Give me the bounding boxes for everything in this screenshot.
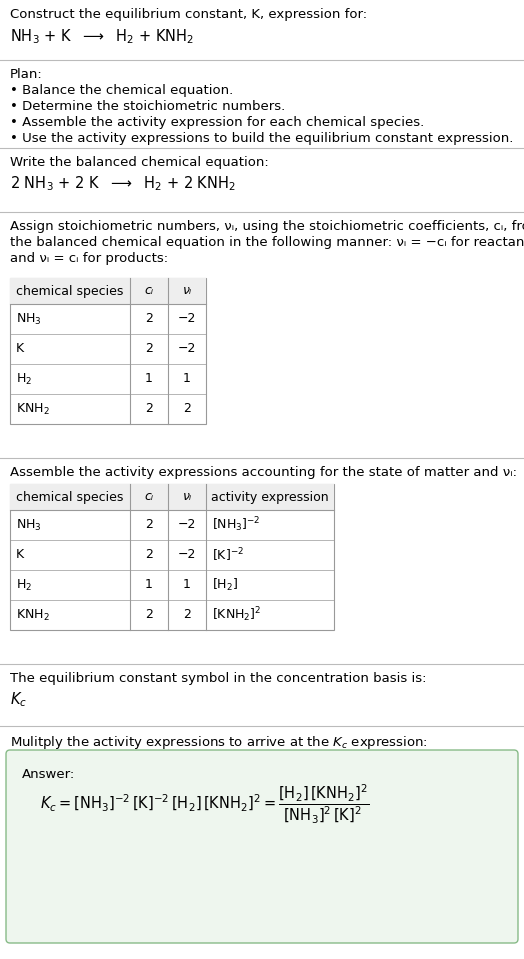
Text: the balanced chemical equation in the following manner: νᵢ = −cᵢ for reactants: the balanced chemical equation in the fo… xyxy=(10,236,524,249)
Text: activity expression: activity expression xyxy=(211,490,329,503)
Text: 2: 2 xyxy=(145,609,153,621)
Text: • Use the activity expressions to build the equilibrium constant expression.: • Use the activity expressions to build … xyxy=(10,132,514,145)
Text: 1: 1 xyxy=(183,372,191,386)
Bar xyxy=(10,278,206,304)
Text: −2: −2 xyxy=(178,549,196,562)
Text: 2 $\mathregular{NH_3}$ + 2 K  $\longrightarrow$  $\mathregular{H_2}$ + 2 $\mathr: 2 $\mathregular{NH_3}$ + 2 K $\longright… xyxy=(10,174,236,193)
Text: cᵢ: cᵢ xyxy=(145,285,154,297)
Text: $\mathregular{NH_3}$: $\mathregular{NH_3}$ xyxy=(16,518,42,532)
Text: 2: 2 xyxy=(145,403,153,415)
Text: Construct the equilibrium constant, K, expression for:: Construct the equilibrium constant, K, e… xyxy=(10,8,367,21)
Text: −2: −2 xyxy=(178,313,196,325)
Text: chemical species: chemical species xyxy=(16,285,124,297)
Text: $\mathregular{KNH_2}$: $\mathregular{KNH_2}$ xyxy=(16,607,50,622)
Text: $\mathregular{H_2}$: $\mathregular{H_2}$ xyxy=(16,371,32,386)
Text: $[\mathregular{KNH_2}]^2$: $[\mathregular{KNH_2}]^2$ xyxy=(212,606,261,624)
Text: chemical species: chemical species xyxy=(16,490,124,503)
Text: Answer:: Answer: xyxy=(22,768,75,781)
Text: $K_c = [\mathrm{NH_3}]^{-2}\,[\mathrm{K}]^{-2}\,[\mathrm{H_2}]\,[\mathrm{KNH_2}]: $K_c = [\mathrm{NH_3}]^{-2}\,[\mathrm{K}… xyxy=(40,783,369,826)
Text: Plan:: Plan: xyxy=(10,68,43,81)
Text: 1: 1 xyxy=(145,578,153,592)
Text: νᵢ: νᵢ xyxy=(182,285,192,297)
Text: • Determine the stoichiometric numbers.: • Determine the stoichiometric numbers. xyxy=(10,100,285,113)
Bar xyxy=(10,484,334,510)
Bar xyxy=(10,278,206,424)
Text: 1: 1 xyxy=(145,372,153,386)
Text: $[\mathregular{H_2}]$: $[\mathregular{H_2}]$ xyxy=(212,577,238,593)
Text: $K_c$: $K_c$ xyxy=(10,690,27,709)
Text: $\mathregular{NH_3}$: $\mathregular{NH_3}$ xyxy=(16,312,42,327)
Text: Assign stoichiometric numbers, νᵢ, using the stoichiometric coefficients, cᵢ, fr: Assign stoichiometric numbers, νᵢ, using… xyxy=(10,220,524,233)
Text: $\mathregular{KNH_2}$: $\mathregular{KNH_2}$ xyxy=(16,402,50,416)
Text: and νᵢ = cᵢ for products:: and νᵢ = cᵢ for products: xyxy=(10,252,168,265)
Text: 1: 1 xyxy=(183,578,191,592)
Text: $[\mathregular{NH_3}]^{-2}$: $[\mathregular{NH_3}]^{-2}$ xyxy=(212,516,260,534)
Text: νᵢ: νᵢ xyxy=(182,490,192,503)
Text: Write the balanced chemical equation:: Write the balanced chemical equation: xyxy=(10,156,269,169)
Text: K: K xyxy=(16,342,24,356)
Text: 2: 2 xyxy=(145,549,153,562)
Text: 2: 2 xyxy=(145,519,153,531)
Text: $\mathregular{H_2}$: $\mathregular{H_2}$ xyxy=(16,577,32,593)
Text: K: K xyxy=(16,549,24,562)
Text: 2: 2 xyxy=(145,342,153,356)
Text: • Balance the chemical equation.: • Balance the chemical equation. xyxy=(10,84,233,97)
Text: 2: 2 xyxy=(183,609,191,621)
Text: $\mathregular{NH_3}$ + K  $\longrightarrow$  $\mathregular{H_2}$ + $\mathregular: $\mathregular{NH_3}$ + K $\longrightarro… xyxy=(10,27,194,46)
Text: Assemble the activity expressions accounting for the state of matter and νᵢ:: Assemble the activity expressions accoun… xyxy=(10,466,517,479)
Text: • Assemble the activity expression for each chemical species.: • Assemble the activity expression for e… xyxy=(10,116,424,129)
Text: −2: −2 xyxy=(178,519,196,531)
Text: Mulitply the activity expressions to arrive at the $K_c$ expression:: Mulitply the activity expressions to arr… xyxy=(10,734,428,751)
Bar xyxy=(10,484,334,630)
Text: $[\mathregular{K}]^{-2}$: $[\mathregular{K}]^{-2}$ xyxy=(212,547,244,564)
Text: The equilibrium constant symbol in the concentration basis is:: The equilibrium constant symbol in the c… xyxy=(10,672,427,685)
Text: 2: 2 xyxy=(183,403,191,415)
FancyBboxPatch shape xyxy=(6,750,518,943)
Text: cᵢ: cᵢ xyxy=(145,490,154,503)
Text: −2: −2 xyxy=(178,342,196,356)
Text: 2: 2 xyxy=(145,313,153,325)
